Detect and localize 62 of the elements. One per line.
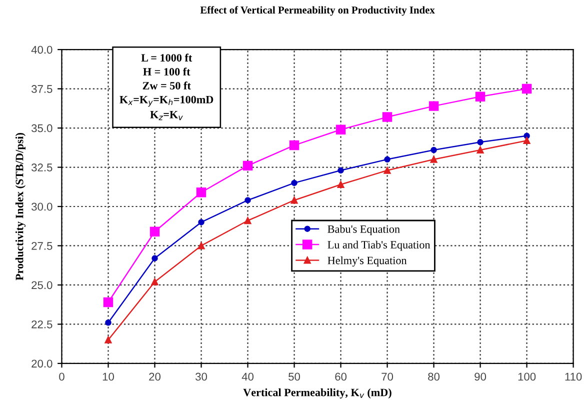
point — [384, 156, 390, 163]
point — [103, 297, 114, 308]
y-tick-label: 35.0 — [32, 124, 52, 132]
point — [522, 84, 532, 94]
point — [475, 92, 486, 102]
chart-title: Effect of Vertical Permeability on Productivity Index — [200, 6, 435, 16]
x-tick-label: 110 — [565, 372, 582, 381]
annotation: K$_{z}$=K$_{v}$ — [150, 110, 183, 120]
x-tick-label: 40 — [242, 372, 254, 381]
x-tick-label: 20 — [149, 372, 160, 381]
point — [384, 166, 391, 174]
point — [291, 180, 298, 186]
point — [150, 226, 160, 236]
point — [430, 146, 437, 154]
y-tick-label: 25.0 — [32, 281, 52, 290]
legend-label: Lu and Tiab's Equation — [328, 240, 430, 251]
x-tick-label: 60 — [335, 372, 347, 381]
y-tick-label: 27.5 — [32, 242, 52, 250]
point — [242, 160, 253, 171]
point — [477, 139, 484, 146]
point — [104, 336, 112, 344]
point — [428, 101, 439, 111]
x-tick-label: 30 — [196, 372, 207, 381]
point — [430, 156, 438, 163]
point — [105, 320, 112, 326]
annotation: Zw = 50 ft — [142, 82, 191, 90]
point — [244, 217, 252, 224]
y-tick-label: 32.5 — [32, 164, 52, 172]
x-axis-title: Vertical Permeability, K$_{v}$ (mD) — [243, 388, 392, 398]
point — [337, 181, 344, 188]
point — [523, 137, 530, 144]
annotation: L = 1000 ft — [141, 54, 192, 62]
x-tick-label: 50 — [288, 372, 300, 381]
point — [196, 188, 206, 198]
y-tick-label: 37.5 — [32, 85, 52, 93]
annotation: H = 100 ft — [143, 68, 190, 76]
point — [152, 255, 158, 262]
point — [336, 124, 346, 134]
y-tick-label: 40.0 — [31, 46, 52, 54]
point — [338, 167, 344, 174]
y-tick-label: 30.0 — [32, 202, 52, 211]
x-tick-label: 0 — [59, 372, 64, 381]
legend-label: Helmy's Equation — [328, 256, 407, 267]
legend-label: Babu's Equation — [328, 225, 400, 236]
point — [198, 219, 204, 226]
y-axis-title: Productivity Index (STB/D/psi) — [15, 133, 26, 280]
point — [244, 197, 251, 204]
y-tick-label: 20.0 — [32, 360, 52, 368]
x-tick-label: 80 — [428, 372, 440, 381]
point — [198, 242, 205, 250]
point — [289, 140, 300, 150]
annotation: K$_{x}$=K$_{y}$=K$_{h}$=100mD — [120, 96, 214, 107]
x-tick-label: 10 — [102, 372, 114, 381]
point — [290, 196, 298, 204]
x-tick-label: 70 — [382, 372, 394, 381]
x-tick-label: 90 — [474, 372, 486, 381]
point — [151, 278, 158, 286]
point — [524, 132, 530, 140]
point — [476, 146, 484, 154]
point — [382, 112, 392, 122]
y-tick-label: 22.5 — [32, 320, 52, 328]
x-tick-label: 100 — [518, 372, 536, 381]
